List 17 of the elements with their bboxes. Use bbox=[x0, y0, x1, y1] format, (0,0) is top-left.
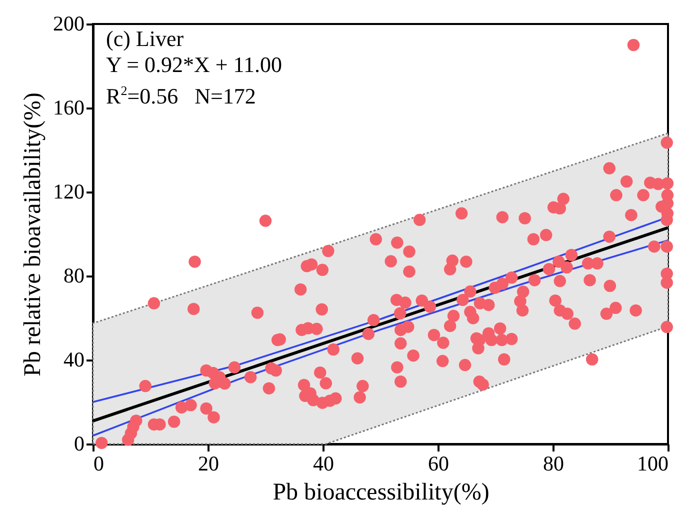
annotation: (c) Liver bbox=[106, 26, 185, 52]
annotation: R$^{2}$=0.56 N=172 bbox=[106, 82, 257, 110]
x-tick-label: 0 bbox=[94, 452, 104, 476]
x-tick-label: 80 bbox=[543, 452, 564, 476]
y-tick-label: 120 bbox=[53, 180, 84, 204]
y-tick-label: 160 bbox=[53, 96, 84, 120]
x-tick-label: 60 bbox=[428, 452, 449, 476]
y-tick-label: 40 bbox=[64, 348, 84, 372]
x-tick-label: 100 bbox=[637, 452, 668, 476]
y-tick-label: 80 bbox=[64, 264, 84, 288]
annotation: Y = 0.92*X + 11.00 bbox=[106, 52, 282, 78]
y-axis-title: Pb relative bioavailability(%) bbox=[20, 92, 46, 376]
x-tick-label: 20 bbox=[198, 452, 219, 476]
y-tick-label: 200 bbox=[53, 12, 84, 36]
x-axis-title: Pb bioaccessibility(%) bbox=[272, 480, 490, 506]
x-tick-label: 40 bbox=[313, 452, 334, 476]
y-tick-label: 0 bbox=[74, 432, 84, 456]
